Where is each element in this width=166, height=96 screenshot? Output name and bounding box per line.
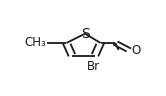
Text: CH₃: CH₃ bbox=[24, 36, 46, 49]
Text: S: S bbox=[81, 27, 89, 41]
Text: Br: Br bbox=[86, 60, 100, 73]
Text: O: O bbox=[131, 44, 140, 57]
